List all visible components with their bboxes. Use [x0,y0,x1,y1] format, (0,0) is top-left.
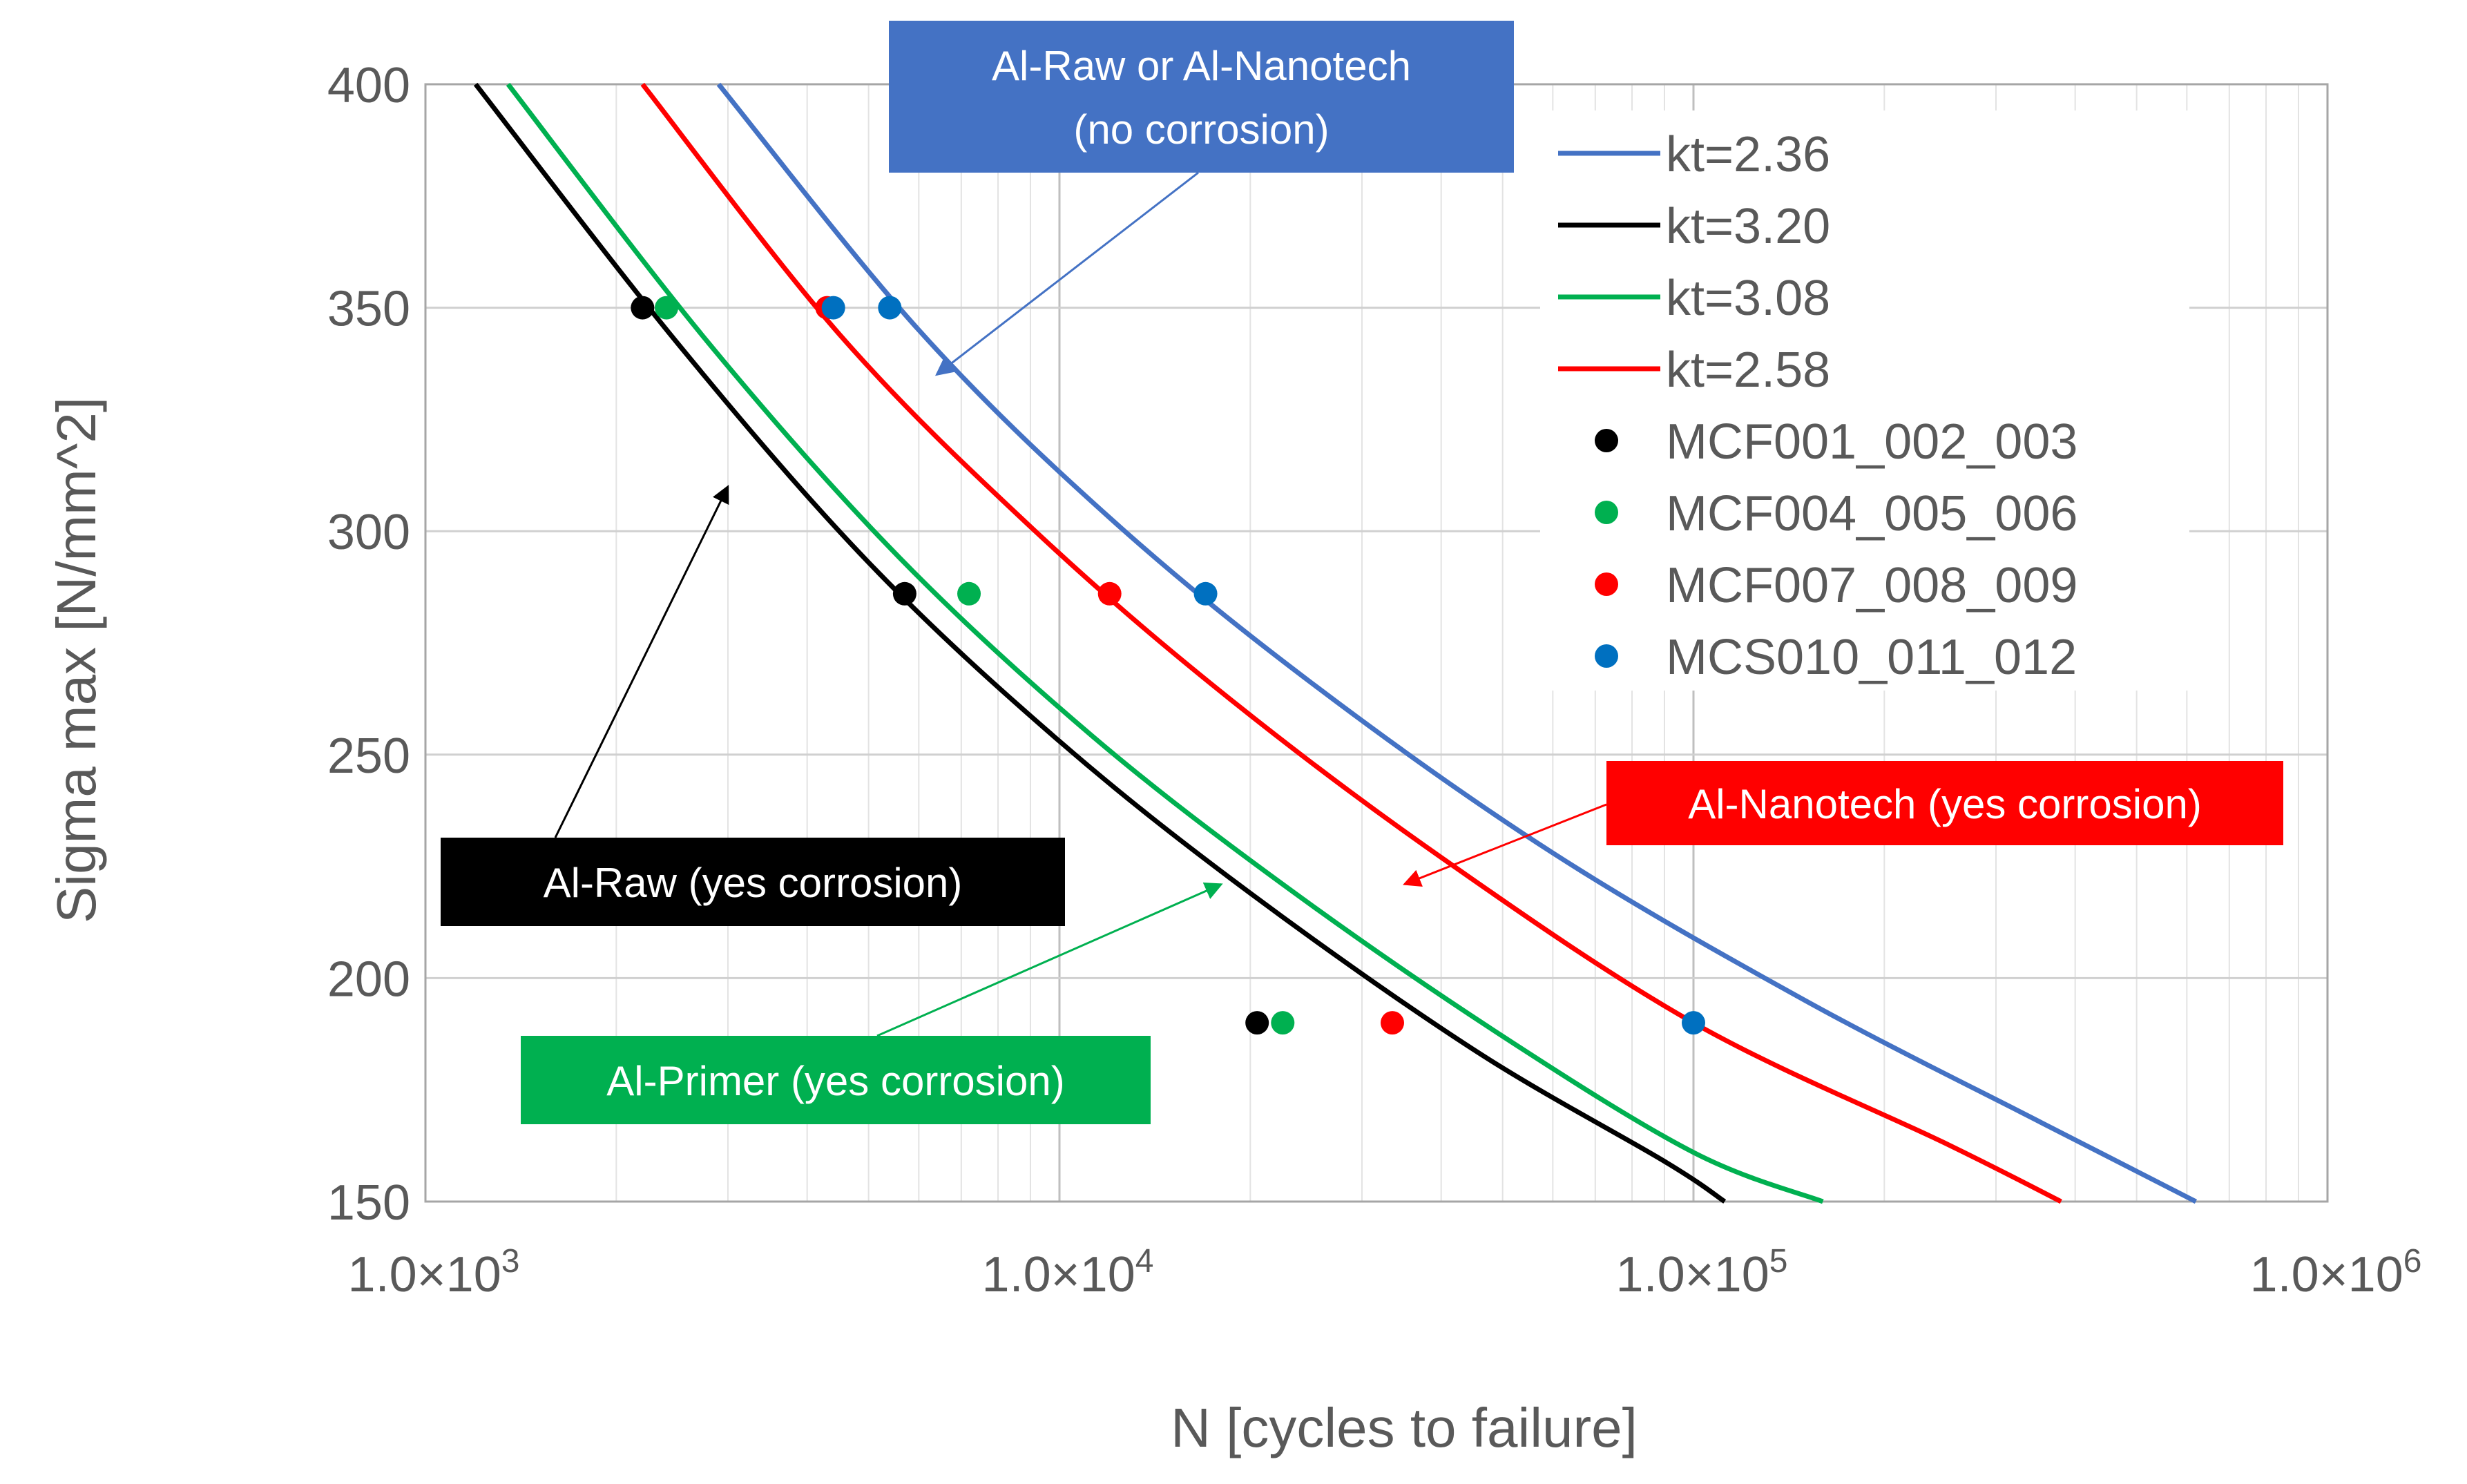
legend-label: kt=3.08 [1666,271,1830,326]
data-point [1380,1011,1404,1035]
legend-label: MCF007_008_009 [1666,558,2077,613]
legend-marker-swatch [1595,429,1618,452]
data-point [655,296,679,320]
annotation-label: Al-Primer (yes corrosion) [606,1058,1064,1104]
data-point [892,581,916,606]
annotation-label: Al-Nanotech (yes corrosion) [1688,781,2202,827]
x-tick-label: 1.0×106 [2250,1243,2422,1302]
legend-label: MCS010_011_012 [1666,630,2077,685]
annotation-arrow [935,171,1199,376]
annotation-box [889,21,1514,173]
annotation-box [1606,761,2283,845]
x-tick-label: 1.0×103 [348,1243,520,1302]
annotation-arrow [1403,803,1607,887]
data-point [1682,1011,1705,1035]
annotation-arrow [554,485,729,838]
legend-background [1540,110,2189,691]
legend-label: kt=2.58 [1666,343,1830,398]
legend-label: MCF004_005_006 [1666,486,2077,541]
y-tick-label: 400 [327,58,410,113]
annotations: Al-Raw or Al-Nanotech (no corrosion) Al-Na… [441,21,2283,1124]
legend-label: kt=3.20 [1666,199,1830,254]
series-line [640,82,2062,1204]
annotation-label: (no corrosion) [1073,106,1329,153]
legend-label: MCF001_002_003 [1666,414,2077,470]
series-line [473,82,1727,1204]
data-point [957,581,981,606]
data-point [1245,1011,1269,1035]
annotation-label: Al-Raw (yes corrosion) [544,860,963,906]
x-tick-label: 1.0×105 [1616,1243,1788,1302]
legend-marker-swatch [1595,501,1618,524]
data-point [1097,581,1122,606]
tick-labels: 150 200 250 300 350 400 1.0×103 1.0×104 1.0×105 1… [327,58,2422,1302]
data-point [631,296,655,320]
series-line [506,82,1824,1204]
y-tick-label: 250 [327,729,410,784]
y-tick-label: 300 [327,505,410,560]
annotation-box [441,838,1065,926]
legend-marker-swatch [1595,572,1618,596]
data-point [1271,1011,1295,1035]
series [473,82,2198,1204]
annotation-label: Al-Raw or Al-Nanotech [992,43,1411,89]
y-tick-label: 150 [327,1175,410,1231]
y-axis-title: Sigma max [N/mm^2] [46,397,107,923]
series-line [716,82,2198,1204]
data-point [821,296,845,320]
x-tick-label: 1.0×104 [982,1243,1154,1302]
legend: kt=2.36 kt=3.20 kt=3.08 kt=2.58 MCF001_002_0… [1540,110,2189,691]
y-tick-label: 200 [327,952,410,1007]
y-tick-label: 350 [327,282,410,337]
x-axis-title: N [cycles to failure] [1171,1397,1638,1458]
legend-label: kt=2.36 [1666,127,1830,182]
data-point [1193,581,1218,606]
annotation-arrow [876,883,1223,1037]
legend-marker-swatch [1595,644,1618,668]
annotation-box [521,1036,1151,1124]
data-point [878,296,902,320]
